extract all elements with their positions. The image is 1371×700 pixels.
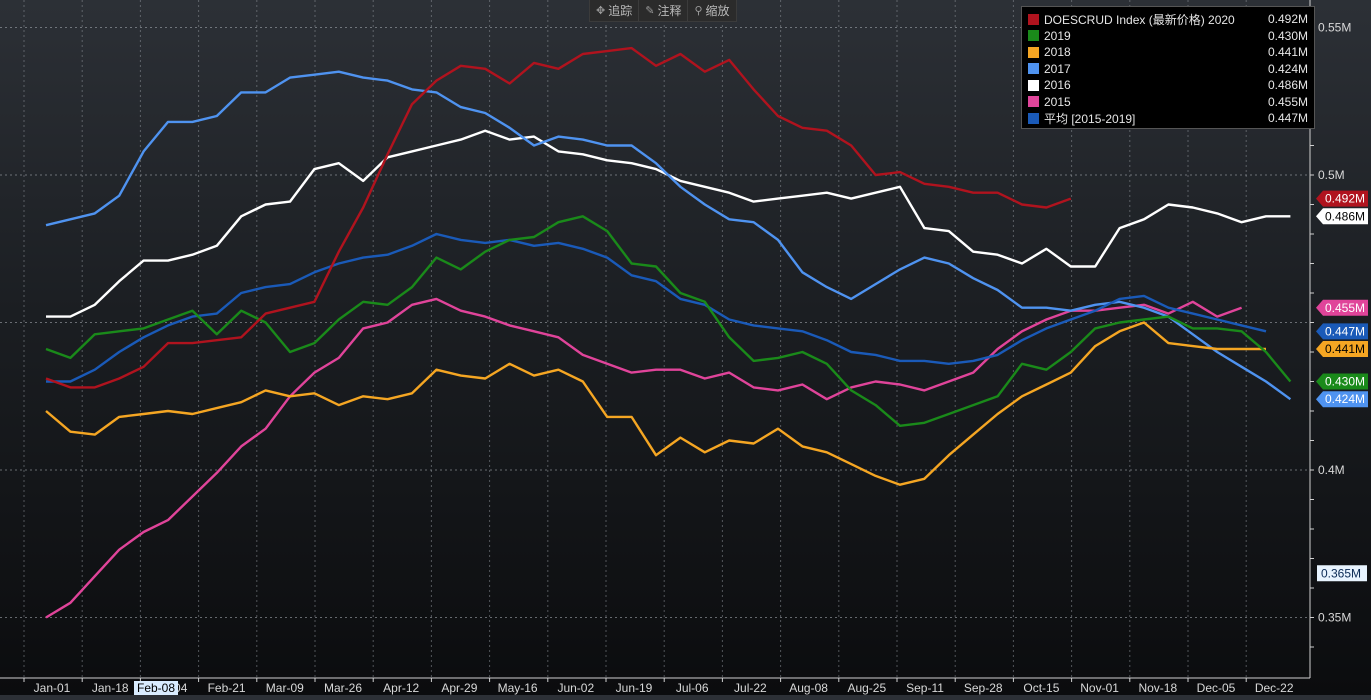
x-tick-label: Jul-22 bbox=[734, 681, 767, 695]
legend-value-2016: 0.486M bbox=[1267, 78, 1308, 93]
series-end-label: 0.455M bbox=[1325, 301, 1365, 315]
legend-label-2019: 2019 bbox=[1044, 28, 1071, 43]
series-line bbox=[45, 70, 1292, 401]
series-end-label: 0.492M bbox=[1325, 192, 1365, 206]
legend-swatch-2019 bbox=[1028, 30, 1039, 42]
series-end-tag bbox=[1316, 323, 1368, 340]
y-tick-label: 0.35M bbox=[1318, 611, 1351, 625]
annotate-button[interactable]: ✎ 注释 bbox=[639, 0, 689, 21]
y-tick-label: 0.4M bbox=[1318, 463, 1345, 477]
x-tick-label: Feb-21 bbox=[208, 681, 246, 695]
x-tick-label: Dec-22 bbox=[1255, 681, 1294, 695]
series-end-tag bbox=[1316, 208, 1368, 225]
x-tick-label: Dec-05 bbox=[1197, 681, 1236, 695]
legend-value-2019: 0.430M bbox=[1267, 28, 1308, 43]
series-end-tag bbox=[1316, 391, 1368, 408]
track-label: 追踪 bbox=[608, 4, 633, 18]
crosshair-value-tag bbox=[1317, 565, 1367, 582]
legend-swatch-2018 bbox=[1028, 46, 1039, 58]
track-button[interactable]: ✥ 追踪 bbox=[590, 0, 640, 21]
pencil-icon: ✎ bbox=[645, 5, 655, 17]
crosshair-value-label: 0.365M bbox=[1321, 566, 1361, 580]
legend-label-2015: 2015 bbox=[1044, 94, 1071, 109]
x-tick-label: Apr-12 bbox=[383, 681, 419, 695]
cursor-date-label: Feb-08 bbox=[134, 681, 179, 695]
x-tick-label: Sep-28 bbox=[964, 681, 1003, 695]
zoom-label: 缩放 bbox=[705, 4, 730, 18]
legend-value-average: 0.447M bbox=[1267, 111, 1308, 126]
legend-swatch-2017 bbox=[1028, 63, 1039, 75]
legend-row-2019[interactable]: 2019 0.430M bbox=[1028, 28, 1308, 45]
x-tick-label: Jun-19 bbox=[616, 681, 653, 695]
x-tick-label: Aug-08 bbox=[789, 681, 828, 695]
legend-label-2016: 2016 bbox=[1044, 78, 1071, 93]
x-tick-label: Jul-06 bbox=[676, 681, 709, 695]
series-end-label: 0.430M bbox=[1325, 375, 1365, 389]
series-end-tag bbox=[1316, 373, 1368, 390]
series-end-tag bbox=[1316, 299, 1368, 316]
x-tick-label: Jan-01 bbox=[34, 681, 71, 695]
legend-label-average: 平均 [2015-2019] bbox=[1044, 111, 1136, 126]
legend-row-2016[interactable]: 2016 0.486M bbox=[1028, 77, 1308, 94]
magnifier-icon: ⚲ bbox=[694, 5, 703, 17]
y-tick-label: 0.5M bbox=[1318, 168, 1345, 182]
x-tick-label: Mar-09 bbox=[266, 681, 304, 695]
chart-legend: DOESCRUD Index (最新价格) 2020 0.492M 2019 0… bbox=[1021, 6, 1315, 129]
chart-toolbar: ✥ 追踪 ✎ 注释 ⚲ 缩放 bbox=[589, 0, 737, 22]
x-tick-label: Oct-15 bbox=[1023, 681, 1059, 695]
series-end-label: 0.424M bbox=[1325, 392, 1365, 406]
legend-swatch-2016 bbox=[1028, 79, 1039, 91]
legend-label-2020: DOESCRUD Index (最新价格) 2020 bbox=[1044, 12, 1235, 27]
legend-label-2018: 2018 bbox=[1044, 45, 1071, 60]
legend-swatch-average bbox=[1028, 112, 1039, 124]
x-tick-label: May-16 bbox=[498, 681, 538, 695]
series-end-tag bbox=[1316, 190, 1368, 207]
x-tick-label: Jun-02 bbox=[557, 681, 594, 695]
series-end-tag bbox=[1316, 341, 1368, 358]
series-line bbox=[45, 46, 1072, 389]
x-tick-label: Nov-18 bbox=[1138, 681, 1177, 695]
x-tick-label: Apr-29 bbox=[441, 681, 477, 695]
series-line bbox=[45, 215, 1292, 427]
series-end-label: 0.441M bbox=[1325, 342, 1365, 356]
legend-row-2015[interactable]: 2015 0.455M bbox=[1028, 94, 1308, 111]
legend-row-average[interactable]: 平均 [2015-2019] 0.447M bbox=[1028, 110, 1308, 127]
legend-value-2018: 0.441M bbox=[1267, 45, 1308, 60]
series-line bbox=[45, 321, 1266, 486]
x-tick-label: Mar-26 bbox=[324, 681, 362, 695]
annotate-label: 注释 bbox=[657, 4, 682, 18]
legend-label-2017: 2017 bbox=[1044, 61, 1071, 76]
x-tick-label: Nov-01 bbox=[1080, 681, 1119, 695]
legend-row-2017[interactable]: 2017 0.424M bbox=[1028, 61, 1308, 78]
crosshair-icon: ✥ bbox=[596, 5, 606, 17]
legend-row-2020[interactable]: DOESCRUD Index (最新价格) 2020 0.492M bbox=[1028, 11, 1308, 28]
series-end-label: 0.447M bbox=[1325, 324, 1365, 338]
series-end-label: 0.486M bbox=[1325, 209, 1365, 223]
legend-row-2018[interactable]: 2018 0.441M bbox=[1028, 44, 1308, 61]
legend-value-2015: 0.455M bbox=[1267, 94, 1308, 109]
series-line bbox=[45, 297, 1243, 619]
legend-value-2020: 0.492M bbox=[1267, 12, 1308, 27]
x-tick-label: Jan-18 bbox=[92, 681, 129, 695]
zoom-button[interactable]: ⚲ 缩放 bbox=[688, 0, 735, 21]
x-tick-label: Aug-25 bbox=[847, 681, 886, 695]
legend-swatch-2015 bbox=[1028, 96, 1039, 108]
y-tick-label: 0.55M bbox=[1318, 21, 1351, 35]
legend-value-2017: 0.424M bbox=[1267, 61, 1308, 76]
x-tick-label: Sep-11 bbox=[906, 681, 944, 695]
series-line bbox=[46, 232, 1267, 383]
legend-swatch-2020 bbox=[1028, 13, 1039, 25]
